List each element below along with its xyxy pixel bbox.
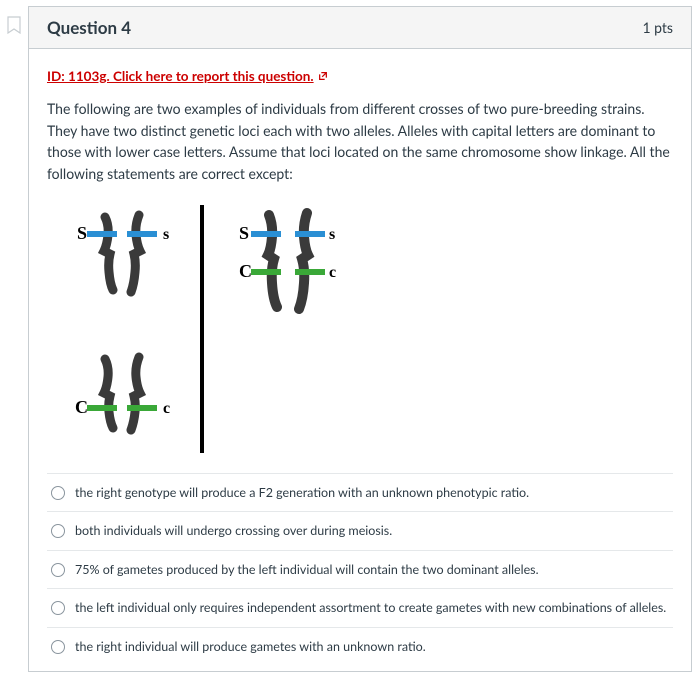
answer-option[interactable]: both individuals will undergo crossing o… — [47, 511, 673, 550]
answer-option[interactable]: the left individual only requires indepe… — [47, 588, 673, 627]
answer-text: both individuals will undergo crossing o… — [75, 522, 392, 540]
answer-radio[interactable] — [51, 640, 65, 654]
svg-text:C: C — [239, 261, 252, 281]
answer-text: the right individual will produce gamete… — [75, 638, 426, 656]
svg-text:S: S — [239, 223, 249, 243]
answer-text: the right genotype will produce a F2 gen… — [75, 484, 529, 502]
question-points: 1 pts — [642, 19, 673, 36]
svg-text:s: s — [329, 226, 335, 243]
answer-radio[interactable] — [51, 524, 65, 538]
report-link-text: ID: 1103g. Click here to report this que… — [47, 68, 314, 84]
svg-text:C: C — [75, 397, 88, 417]
bookmark-flag[interactable] — [0, 6, 28, 34]
answer-option[interactable]: 75% of gametes produced by the left indi… — [47, 550, 673, 589]
svg-text:S: S — [77, 223, 87, 243]
answer-text: the left individual only requires indepe… — [75, 599, 666, 617]
answer-list: the right genotype will produce a F2 gen… — [47, 473, 673, 666]
question-header: Question 4 1 pts — [29, 7, 691, 49]
answer-option[interactable]: the right genotype will produce a F2 gen… — [47, 473, 673, 512]
svg-text:c: c — [163, 400, 170, 417]
answer-text: 75% of gametes produced by the left indi… — [75, 561, 539, 579]
answer-radio[interactable] — [51, 563, 65, 577]
report-link[interactable]: ID: 1103g. Click here to report this que… — [47, 68, 328, 84]
question-stem: The following are two examples of indivi… — [47, 98, 673, 185]
svg-text:c: c — [329, 264, 336, 281]
answer-option[interactable]: the right individual will produce gamete… — [47, 627, 673, 666]
answer-radio[interactable] — [51, 486, 65, 500]
answer-radio[interactable] — [51, 601, 65, 615]
svg-text:s: s — [163, 226, 169, 243]
question-title: Question 4 — [47, 17, 131, 38]
chromosome-figure: S s C c — [47, 199, 367, 459]
question-card: Question 4 1 pts ID: 1103g. Click here t… — [28, 6, 692, 672]
question-body: ID: 1103g. Click here to report this que… — [29, 49, 691, 671]
external-link-icon — [318, 68, 328, 84]
